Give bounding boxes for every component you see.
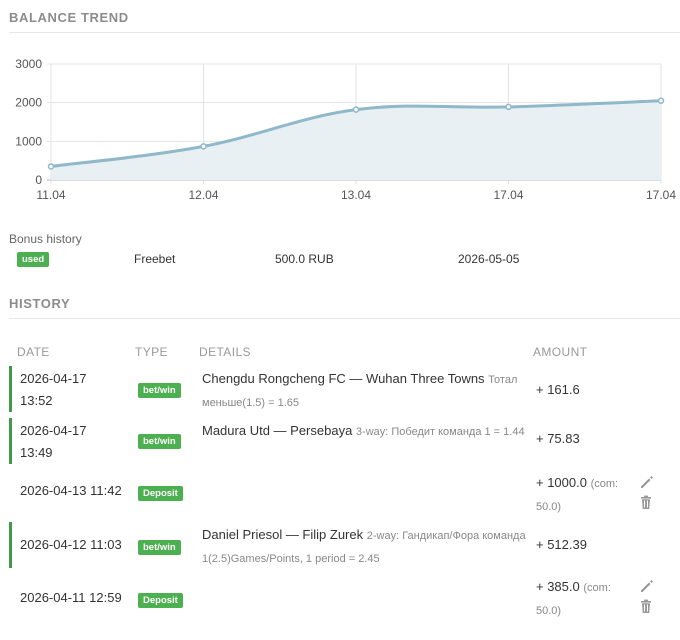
x-tick-label: 17.04 [493, 188, 523, 202]
balance-trend-title: BALANCE TREND [9, 10, 129, 25]
y-tick-label: 0 [35, 173, 42, 187]
row-type: bet/win [138, 429, 181, 451]
history-title: HISTORY [9, 296, 71, 311]
trash-icon[interactable] [638, 494, 654, 510]
data-point [505, 103, 512, 111]
row-date: 2026-04-17 13:52 [20, 371, 87, 408]
pencil-icon[interactable] [638, 474, 654, 490]
row-actions [638, 474, 658, 510]
bonus-amount: 500.0 RUB [275, 252, 334, 266]
row-amount: + 75.83 [536, 431, 580, 446]
x-tick-label: 12.04 [188, 188, 218, 202]
y-axis-ticks: 0 1000 2000 3000 [15, 57, 42, 187]
row-details: Chengdu Rongcheng FC — Wuhan Three Towns… [202, 371, 518, 409]
history-row: 2026-04-17 13:49 bet/win Madura Utd — Pe… [9, 418, 680, 464]
row-details: Daniel Priesol — Filip Zurek 2-way: Ганд… [202, 527, 526, 565]
row-date: 2026-04-11 12:59 [20, 590, 122, 605]
row-amount: + 512.39 [536, 537, 587, 552]
row-date: 2026-04-17 13:49 [20, 423, 87, 460]
row-type: bet/win [138, 378, 181, 400]
row-date: 2026-04-13 11:42 [20, 483, 122, 498]
x-tick-label: 11.04 [36, 188, 65, 202]
history-row: 2026-04-13 11:42 Deposit + 1000.0 (com: … [9, 470, 680, 514]
bonus-row: used Freebet 500.0 RUB 2026-05-05 [0, 252, 680, 268]
row-amount: + 385.0 (com: 50.0) [536, 579, 611, 617]
win-indicator [9, 522, 12, 568]
chart-points [47, 97, 665, 170]
data-point [200, 143, 207, 150]
row-amount: + 1000.0 (com: 50.0) [536, 475, 619, 513]
row-actions [638, 578, 658, 614]
bonus-date: 2026-05-05 [458, 252, 520, 266]
history-row: 2026-04-17 13:52 bet/win Chengdu Rongche… [9, 366, 680, 412]
x-tick-label: 13.04 [341, 188, 371, 202]
win-indicator [9, 366, 12, 412]
bonus-status-badge: used [17, 252, 50, 267]
data-point [657, 97, 665, 104]
trash-icon[interactable] [638, 598, 654, 614]
win-indicator [9, 418, 12, 464]
column-details: DETAILS [199, 345, 251, 359]
y-tick-label: 3000 [15, 57, 42, 71]
y-tick-label: 1000 [15, 134, 42, 148]
row-type: Deposit [138, 481, 183, 503]
bonus-history-label: Bonus history [9, 232, 82, 246]
x-axis-ticks: 11.04 12.04 13.04 17.04 17.04 [36, 188, 676, 202]
balance-chart: 0 1000 2000 3000 11.04 12.04 13.04 17.04 17.04 [15, 57, 676, 202]
divider [9, 318, 680, 319]
column-amount: AMOUNT [533, 345, 588, 359]
row-type: bet/win [138, 535, 181, 557]
column-date: DATE [17, 345, 50, 359]
row-date: 2026-04-12 11:03 [20, 537, 122, 552]
y-tick-label: 2000 [15, 96, 42, 110]
column-type: TYPE [135, 345, 168, 359]
balance-area [51, 100, 661, 180]
divider [9, 32, 680, 33]
x-tick-label: 17.04 [646, 188, 676, 202]
pencil-icon[interactable] [638, 578, 654, 594]
history-row: 2026-04-12 11:03 bet/win Daniel Priesol … [9, 522, 680, 568]
row-details: Madura Utd — Persebaya 3-way: Победит ко… [202, 423, 525, 438]
bonus-type: Freebet [134, 252, 176, 266]
row-amount: + 161.6 [536, 382, 580, 397]
data-point [352, 106, 360, 113]
row-type: Deposit [138, 588, 183, 610]
data-point [47, 163, 55, 170]
history-row: 2026-04-11 12:59 Deposit + 385.0 (com: 5… [9, 576, 680, 620]
